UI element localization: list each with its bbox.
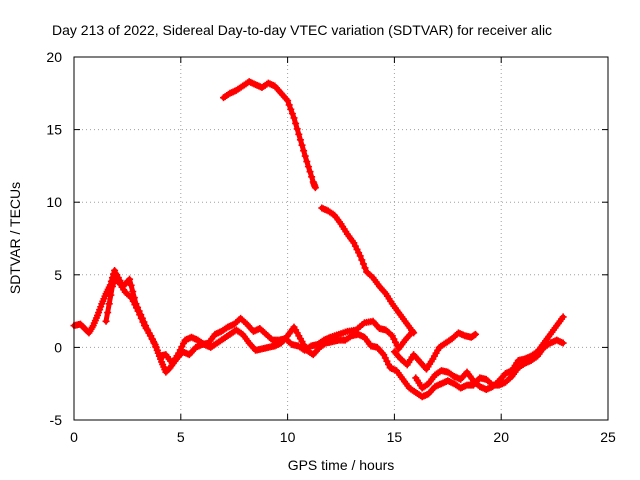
data-point [306,168,314,176]
data-point [287,105,295,113]
data-point [292,119,300,127]
data-point [142,322,150,330]
data-point [102,317,110,325]
data-point [298,141,306,149]
data-point [304,163,312,171]
x-tick-label: 5 [177,429,185,445]
x-tick-label: 20 [493,429,509,445]
series-track-4 [318,204,418,337]
series-track-2 [102,271,567,401]
x-tick-label: 10 [280,429,296,445]
data-point [358,256,366,264]
data-point [140,318,148,326]
data-point [126,275,134,283]
data-point [559,339,567,347]
data-point [137,311,145,319]
data-point [559,313,567,321]
data-point [359,260,367,268]
data-point [356,252,364,260]
x-tick-label: 0 [70,429,78,445]
data-point [290,114,298,122]
data-point [311,184,319,192]
x-axis-label: GPS time / hours [288,457,395,473]
data-point [361,264,369,272]
data-point [301,152,309,160]
series-track-3 [220,78,319,192]
data-point [104,309,112,317]
axis-ticks [73,56,609,421]
data-point [143,325,151,333]
data-point [296,136,304,144]
y-tick-label: 5 [54,267,62,283]
data-point [107,291,115,299]
data-point [295,130,303,138]
y-tick-label: 10 [46,194,62,210]
y-axis-label: SDTVAR / TECUs [7,182,23,294]
data-point [300,147,308,155]
data-series-layer [70,78,567,401]
data-point [410,329,418,337]
chart-title: Day 213 of 2022, Sidereal Day-to-day VTE… [52,22,552,38]
data-point [127,281,135,289]
data-point [130,294,138,302]
x-tick-labels: 0 5 10 15 20 25 [70,429,616,445]
data-point [134,303,142,311]
y-tick-labels: -5 0 5 10 15 20 [46,49,62,428]
data-point [135,307,143,315]
data-point [285,101,293,109]
series-track-6 [412,313,567,394]
y-tick-label: -5 [50,412,63,428]
data-point [138,314,146,322]
data-point [284,97,292,105]
data-point [293,125,301,133]
y-tick-label: 15 [46,122,62,138]
grid-lines [74,57,608,420]
y-tick-label: 0 [54,339,62,355]
data-point [472,330,480,338]
y-tick-label: 20 [46,49,62,65]
data-point [308,173,316,181]
data-point [303,158,311,166]
data-point [105,300,113,308]
data-point [132,300,140,308]
plot-frame [73,56,609,421]
series-track-5 [390,329,480,373]
x-tick-label: 15 [387,429,403,445]
x-tick-label: 25 [600,429,616,445]
data-point [288,110,296,118]
data-point [129,287,137,295]
